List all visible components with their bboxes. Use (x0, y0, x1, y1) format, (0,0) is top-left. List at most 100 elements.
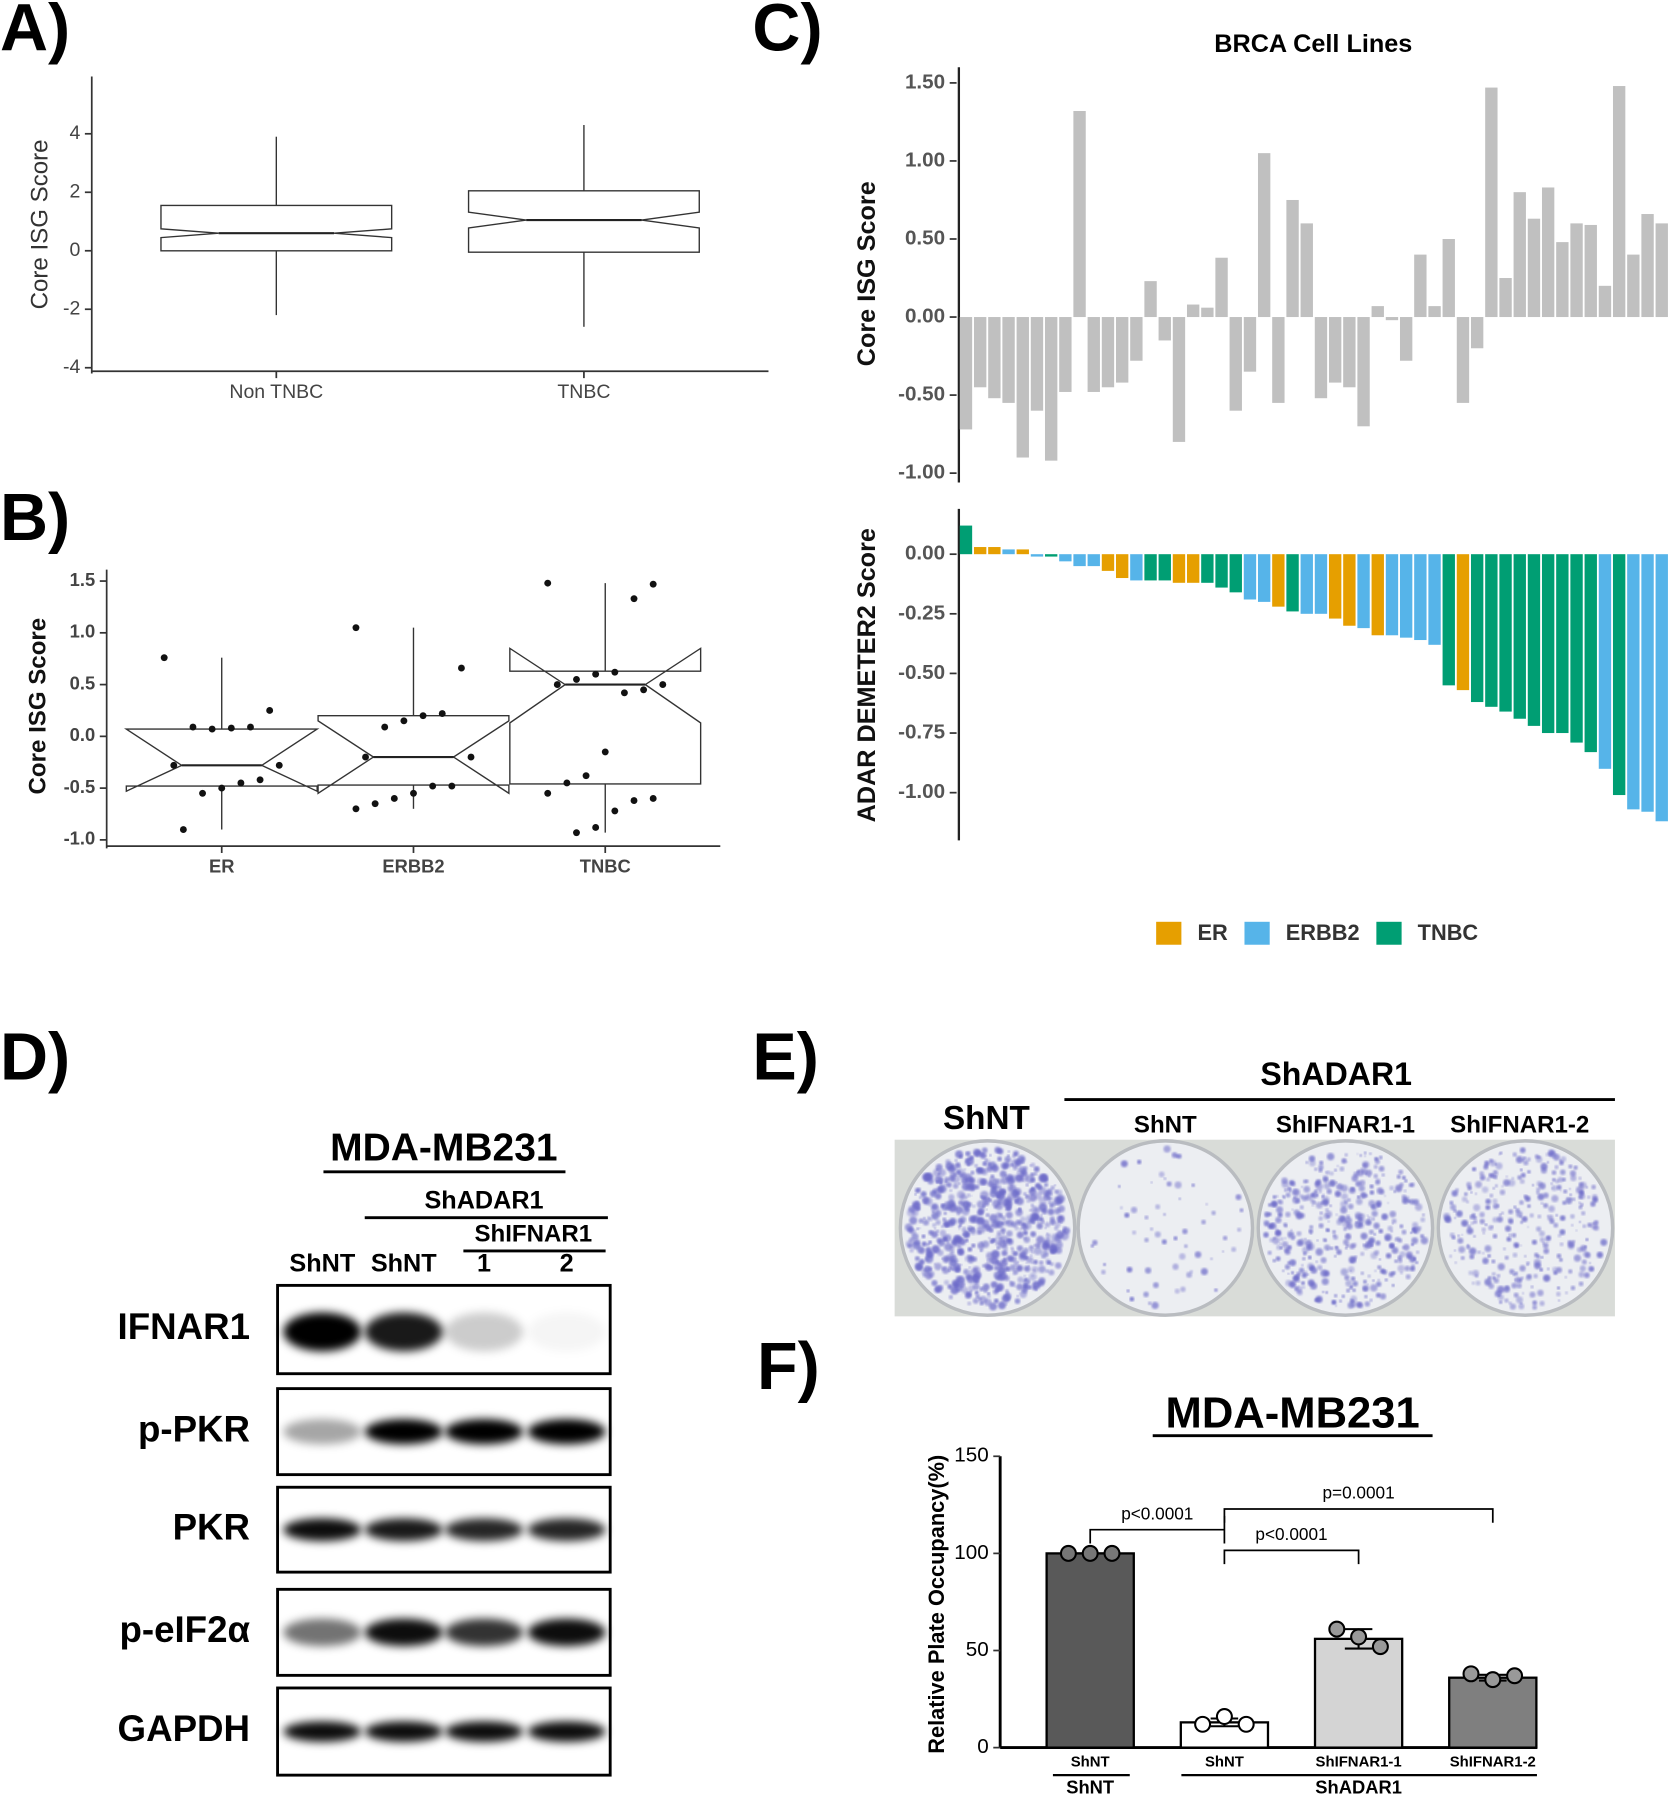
colony (1540, 1202, 1544, 1205)
data-point (544, 579, 552, 587)
colony (1237, 1227, 1242, 1232)
colony (1412, 1222, 1419, 1229)
bar (1357, 317, 1370, 427)
colony (1340, 1200, 1348, 1208)
blot-band (527, 1618, 606, 1647)
colony (911, 1209, 919, 1217)
colony (1473, 1204, 1481, 1212)
x-tick-label: ERBB2 (382, 856, 444, 877)
colony (915, 1206, 921, 1211)
colony (1332, 1300, 1336, 1304)
colony (959, 1193, 967, 1200)
colony (1524, 1195, 1531, 1202)
colony (1044, 1178, 1049, 1183)
colony (937, 1249, 944, 1257)
colony (1547, 1214, 1554, 1221)
colony (973, 1271, 982, 1280)
colony (1055, 1247, 1063, 1254)
panel-label: E) (752, 1020, 819, 1094)
bar (1456, 317, 1470, 403)
colony (1360, 1192, 1367, 1199)
colony (1525, 1274, 1532, 1281)
colony (1367, 1274, 1371, 1278)
bar (1513, 192, 1526, 318)
bar (973, 317, 987, 388)
colony (1526, 1157, 1531, 1162)
colony (1539, 1267, 1544, 1272)
bar (1144, 554, 1157, 581)
colony (1378, 1155, 1383, 1160)
colony (1489, 1193, 1494, 1198)
colony (980, 1178, 988, 1186)
legend-label: ER (1197, 920, 1228, 945)
bar (1300, 223, 1313, 318)
y-tick-label: -1.0 (64, 828, 96, 849)
colony (1036, 1222, 1043, 1230)
colony (1544, 1236, 1551, 1243)
colony (1327, 1228, 1331, 1233)
colony (1393, 1190, 1397, 1193)
colony (1395, 1236, 1401, 1242)
colony (1587, 1265, 1594, 1272)
colony (1042, 1240, 1050, 1247)
colony (1415, 1261, 1419, 1265)
bar (1044, 317, 1058, 461)
colony (1530, 1285, 1534, 1289)
colony (1329, 1204, 1332, 1208)
colony (1346, 1288, 1351, 1293)
colony (1144, 1215, 1149, 1220)
colony (1052, 1246, 1057, 1251)
colony (928, 1230, 934, 1236)
significance-bracket (1223, 1549, 1360, 1565)
colony (1176, 1153, 1182, 1159)
bar (1641, 554, 1654, 812)
colony (1387, 1201, 1390, 1204)
bar (1371, 554, 1384, 636)
data-point (362, 753, 369, 761)
colony (1497, 1285, 1505, 1294)
colony (1487, 1254, 1491, 1258)
colony (1551, 1170, 1557, 1175)
colony (1506, 1236, 1512, 1242)
colony (1144, 1267, 1152, 1274)
x-tick-label: ER (209, 856, 234, 877)
colony (1559, 1215, 1566, 1221)
colony (1520, 1220, 1524, 1224)
bar (1328, 317, 1342, 383)
colony (1564, 1276, 1568, 1279)
colony (1504, 1298, 1509, 1303)
colony (1272, 1195, 1277, 1199)
colony (1471, 1168, 1475, 1171)
colony (1019, 1216, 1026, 1223)
colony (1581, 1259, 1587, 1265)
colony (1018, 1220, 1023, 1226)
colony (958, 1182, 961, 1185)
colony (1025, 1183, 1029, 1187)
bar (1470, 317, 1484, 349)
colony (1413, 1230, 1417, 1234)
colony (1285, 1211, 1291, 1218)
colony (1309, 1159, 1316, 1167)
data-point (1237, 1715, 1255, 1733)
bar (1556, 242, 1569, 318)
bar (1016, 549, 1029, 555)
row-label: PKR (173, 1506, 250, 1547)
colony (1284, 1224, 1288, 1228)
colony (1507, 1217, 1514, 1223)
colony (1315, 1295, 1323, 1304)
data-point (208, 725, 216, 733)
colony (1040, 1214, 1043, 1217)
colony (1565, 1291, 1568, 1295)
colony (1017, 1261, 1020, 1264)
bar (1016, 317, 1029, 458)
colony (985, 1208, 988, 1211)
colony (1519, 1178, 1525, 1184)
data-point (630, 797, 638, 804)
colony (1007, 1159, 1010, 1162)
y-tick-label: -0.5 (64, 776, 96, 797)
colony (1360, 1232, 1368, 1240)
colony (1397, 1255, 1403, 1261)
colony (1404, 1179, 1408, 1183)
colony (989, 1265, 994, 1270)
colony (1010, 1246, 1014, 1250)
